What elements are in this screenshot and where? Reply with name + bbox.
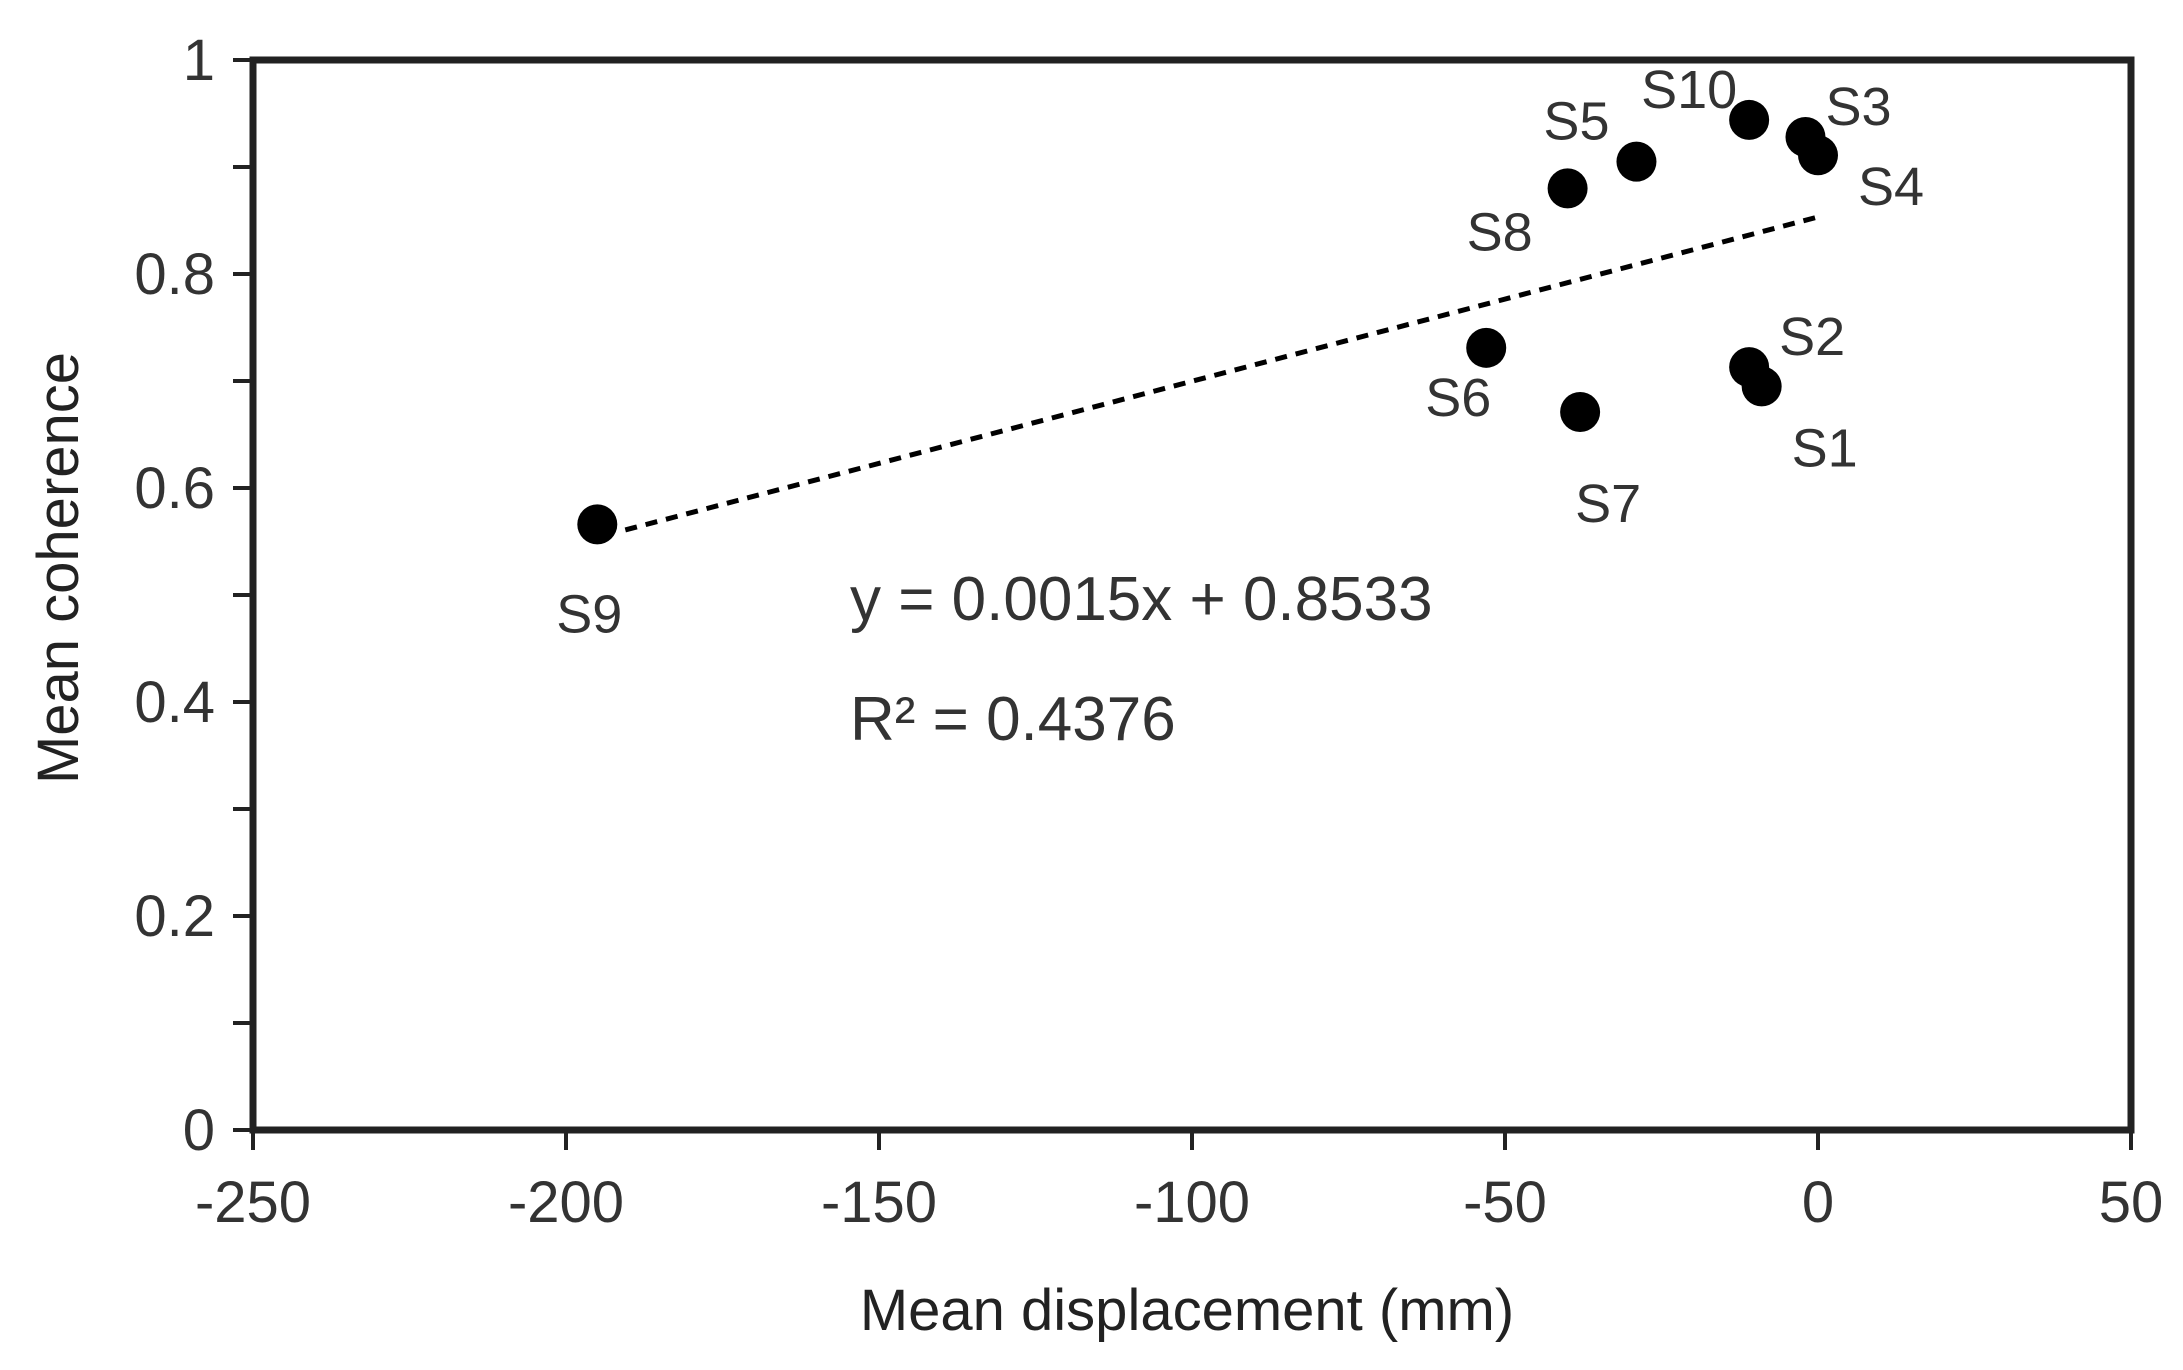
point-label-s7: S7 (1575, 474, 1641, 534)
y-tick-label: 0.6 (134, 456, 215, 521)
point-label-s4: S4 (1858, 157, 1924, 217)
r-squared-label: R² = 0.4376 (850, 685, 1176, 754)
point-label-s3: S3 (1825, 77, 1891, 137)
y-tick-label: 0 (183, 1098, 215, 1163)
point-s5 (1616, 141, 1657, 182)
point-label-s2: S2 (1779, 307, 1845, 367)
point-s8 (1547, 168, 1588, 209)
x-tick-label: -200 (508, 1170, 624, 1235)
point-label-s5: S5 (1543, 92, 1609, 152)
point-label-s1: S1 (1792, 418, 1858, 478)
point-s4 (1798, 135, 1838, 176)
point-label-s10: S10 (1641, 60, 1737, 120)
trendline-equation: y = 0.0015x + 0.8533 (850, 565, 1433, 634)
point-label-s6: S6 (1425, 368, 1491, 428)
trendline (624, 214, 1819, 533)
x-tick-label: -50 (1463, 1170, 1547, 1235)
point-s10 (1729, 99, 1770, 140)
plot-area-frame (249, 56, 2135, 1134)
point-s7 (1560, 392, 1601, 433)
y-axis-ticks: 0 0.2 0.4 0.6 0.8 1 (134, 28, 253, 1163)
x-axis-title: Mean displacement (mm) (860, 1278, 1514, 1343)
point-label-s8: S8 (1467, 202, 1533, 262)
x-tick-label: 50 (2099, 1170, 2164, 1235)
y-tick-label: 0.2 (134, 884, 215, 949)
y-tick-label: 0.4 (134, 670, 215, 735)
point-label-s9: S9 (556, 584, 622, 644)
y-axis-title: Mean coherence (26, 352, 91, 784)
y-tick-label: 1 (183, 28, 215, 93)
point-s6 (1466, 327, 1507, 368)
point-s9 (577, 504, 618, 545)
data-points (577, 99, 1838, 545)
x-tick-label: -250 (195, 1170, 311, 1235)
x-axis-ticks: -250 -200 -150 -100 -50 0 50 (195, 1130, 2163, 1235)
y-tick-label: 0.8 (134, 242, 215, 307)
x-tick-label: 0 (1802, 1170, 1834, 1235)
x-tick-label: -100 (1134, 1170, 1250, 1235)
point-labels: S1 S2 S3 S4 S5 S6 S7 S8 S9 S10 (556, 60, 1924, 644)
point-s2 (1729, 347, 1770, 388)
x-tick-label: -150 (821, 1170, 937, 1235)
